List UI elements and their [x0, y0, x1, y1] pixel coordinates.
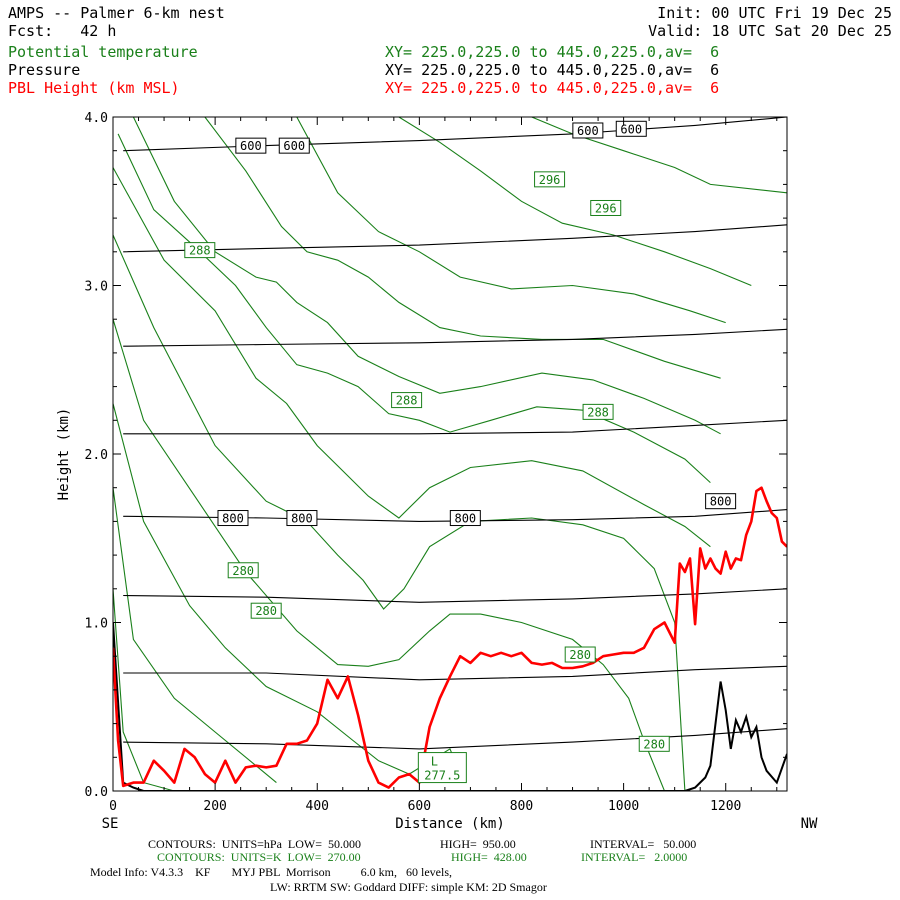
- field-xy-theta: XY= 225.0,225.0 to 445.0,225.0,av= 6: [385, 43, 720, 61]
- pressure-label: 800: [449, 510, 481, 527]
- terrain-line: [113, 622, 787, 791]
- pressure-contour-600: [123, 117, 787, 152]
- theta-contour-298: [531, 117, 787, 194]
- pressure-label: 800: [286, 510, 318, 527]
- field-xy-pbl: XY= 225.0,225.0 to 445.0,225.0,av= 6: [385, 79, 720, 97]
- field-label-pressure: Pressure: [8, 61, 81, 79]
- svg-text:800: 800: [454, 512, 476, 526]
- y-tick-label: 2.0: [85, 448, 108, 463]
- pbl-layer: [113, 486, 787, 789]
- theta-label: 288: [582, 403, 614, 420]
- theta-contour-286: [113, 167, 711, 548]
- nw-end-label: NW: [801, 816, 818, 832]
- pressure-label: 600: [572, 122, 604, 139]
- pressure-label: 800: [705, 493, 737, 510]
- svg-text:800: 800: [710, 495, 732, 509]
- y-tick-label: 3.0: [85, 280, 108, 295]
- theta-contour-278: [113, 487, 277, 784]
- valid-time: Valid: 18 UTC Sat 20 Dec 25: [648, 22, 892, 40]
- field-label-theta: Potential temperature: [8, 43, 198, 61]
- theta-contour-layer: [113, 117, 787, 791]
- svg-text:296: 296: [539, 173, 561, 187]
- pbl-height-line: [113, 486, 787, 789]
- footer-high-theta: HIGH= 428.00: [451, 850, 527, 864]
- pressure-contour-750: [123, 419, 787, 435]
- footer-high-pressure: HIGH= 950.00: [440, 837, 516, 851]
- footer-units-theta: CONTOURS: UNITS=K LOW= 270.00: [157, 850, 361, 864]
- theta-label: 280: [564, 646, 596, 663]
- x-tick-label: 600: [408, 799, 431, 814]
- pressure-contour-850: [123, 588, 787, 603]
- x-axis-label: Distance (km): [395, 816, 505, 832]
- svg-text:600: 600: [240, 139, 262, 153]
- model-info: Model Info: V4.3.3 KF MYJ PBL Morrison 6…: [90, 865, 453, 879]
- svg-text:296: 296: [595, 201, 617, 215]
- field-xy-pressure: XY= 225.0,225.0 to 445.0,225.0,av= 6: [385, 61, 720, 79]
- svg-text:600: 600: [283, 139, 305, 153]
- low-marker-value: 277.5: [424, 769, 460, 783]
- theta-contour-294: [296, 117, 726, 324]
- pressure-contour-900: [123, 665, 787, 681]
- theta-contour-296: [398, 117, 752, 287]
- footer-units-pressure: CONTOURS: UNITS=hPa LOW= 50.000: [148, 837, 361, 851]
- model-info-physics: LW: RRTM SW: Goddard DIFF: simple KM: 2D…: [270, 880, 547, 894]
- svg-text:600: 600: [620, 122, 642, 136]
- se-end-label: SE: [102, 816, 119, 832]
- pressure-contour-layer: [123, 117, 787, 750]
- y-tick-label: 1.0: [85, 617, 108, 632]
- svg-text:280: 280: [643, 737, 665, 751]
- theta-contour-290: [132, 117, 721, 435]
- svg-text:288: 288: [189, 244, 211, 258]
- theta-label: 280: [227, 562, 259, 579]
- pressure-label: 600: [615, 120, 647, 137]
- theta-label: 288: [184, 242, 216, 259]
- theta-label: 296: [590, 199, 622, 216]
- plot-frame: [112, 116, 788, 792]
- x-tick-label: 1200: [710, 799, 741, 814]
- x-tick-label: 400: [306, 799, 329, 814]
- theta-contour-282: [113, 319, 666, 791]
- y-tick-label: 0.0: [85, 785, 108, 800]
- svg-text:800: 800: [291, 512, 313, 526]
- contour-label-layer: 600 600 600 600 800 800 800 800 288 296 296 288 288 2…: [184, 120, 737, 784]
- svg-text:280: 280: [569, 648, 591, 662]
- axes-layer: 0 200 400 600 800 1000 1200 0.0 1.0 2.0 3.0 4.0 Dist…: [56, 111, 818, 832]
- footer-interval-pressure: INTERVAL= 50.000: [590, 837, 697, 851]
- theta-label: 296: [534, 171, 566, 188]
- field-label-pbl: PBL Height (km MSL): [8, 79, 180, 97]
- theta-label: 288: [391, 392, 423, 409]
- x-tick-label: 200: [203, 799, 226, 814]
- pressure-contour-700: [123, 328, 787, 347]
- pressure-label: 600: [278, 137, 310, 154]
- theta-label: 280: [250, 602, 282, 619]
- svg-text:600: 600: [577, 124, 599, 138]
- svg-text:288: 288: [396, 394, 418, 408]
- terrain-layer: [113, 622, 787, 791]
- svg-text:280: 280: [255, 604, 277, 618]
- model-title: AMPS -- Palmer 6-km nest: [8, 4, 225, 22]
- y-tick-label: 4.0: [85, 111, 108, 126]
- forecast-hour: Fcst: 42 h: [8, 22, 117, 40]
- pressure-contour-650: [123, 224, 787, 253]
- theta-contour-284: [113, 234, 686, 791]
- theta-contour-280: [113, 403, 461, 775]
- x-tick-label: 0: [109, 799, 117, 814]
- x-tick-label: 800: [510, 799, 533, 814]
- svg-text:800: 800: [222, 512, 244, 526]
- svg-text:288: 288: [587, 405, 609, 419]
- footer-interval-theta: INTERVAL= 2.0000: [581, 850, 688, 864]
- low-marker-letter: L: [431, 755, 438, 769]
- y-axis-label: Height (km): [56, 408, 72, 501]
- svg-text:280: 280: [232, 564, 254, 578]
- theta-label: 280: [638, 735, 670, 752]
- x-tick-label: 1000: [608, 799, 639, 814]
- init-time: Init: 00 UTC Fri 19 Dec 25: [657, 4, 892, 22]
- pressure-label: 800: [217, 510, 249, 527]
- pressure-label: 600: [235, 137, 267, 154]
- theta-contour-276: [113, 588, 175, 791]
- theta-contour-292: [204, 117, 721, 379]
- pressure-contour-950: [123, 728, 787, 750]
